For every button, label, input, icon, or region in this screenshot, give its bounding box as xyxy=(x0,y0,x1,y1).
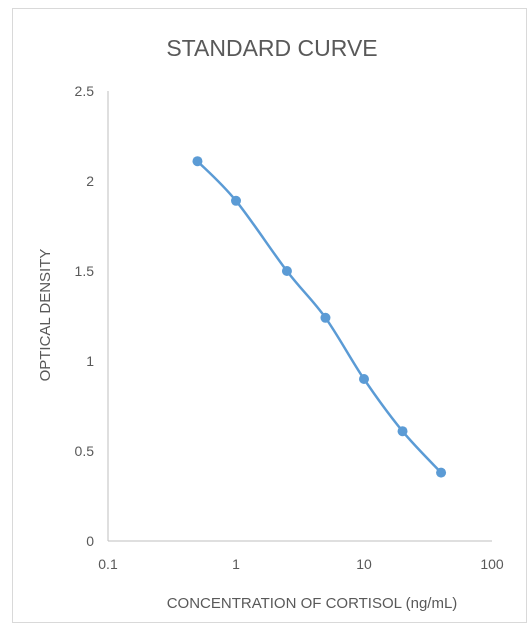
data-point xyxy=(436,467,447,478)
y-tick-label: 0.5 xyxy=(75,443,95,459)
data-point xyxy=(281,266,292,276)
x-tick-label: 100 xyxy=(480,556,504,572)
x-tick-label: 0.1 xyxy=(98,556,118,572)
data-point xyxy=(359,374,369,384)
y-tick-label: 2.5 xyxy=(75,83,95,99)
x-tick-label: 1 xyxy=(232,556,240,572)
y-axis-title: OPTICAL DENSITY xyxy=(37,249,54,382)
x-axis-title: CONCENTRATION OF CORTISOL (ng/mL) xyxy=(167,595,458,612)
y-tick-label: 1 xyxy=(86,353,94,369)
y-tick-label: 0 xyxy=(86,533,94,549)
y-tick-label: 1.5 xyxy=(75,263,95,279)
data-point xyxy=(397,426,408,437)
data-point xyxy=(231,195,241,206)
chart-frame xyxy=(12,8,527,623)
y-tick-label: 2 xyxy=(86,173,94,189)
chart-title: STANDARD CURVE xyxy=(166,35,377,61)
data-points xyxy=(192,156,447,478)
series-line xyxy=(196,159,443,474)
y-tick-labels: 0 0.5 1 1.5 2 2.5 xyxy=(75,83,95,549)
data-point xyxy=(320,312,331,323)
data-point xyxy=(192,156,203,167)
x-tick-label: 10 xyxy=(356,556,372,572)
x-tick-labels: 0.1 1 10 100 xyxy=(98,556,504,572)
